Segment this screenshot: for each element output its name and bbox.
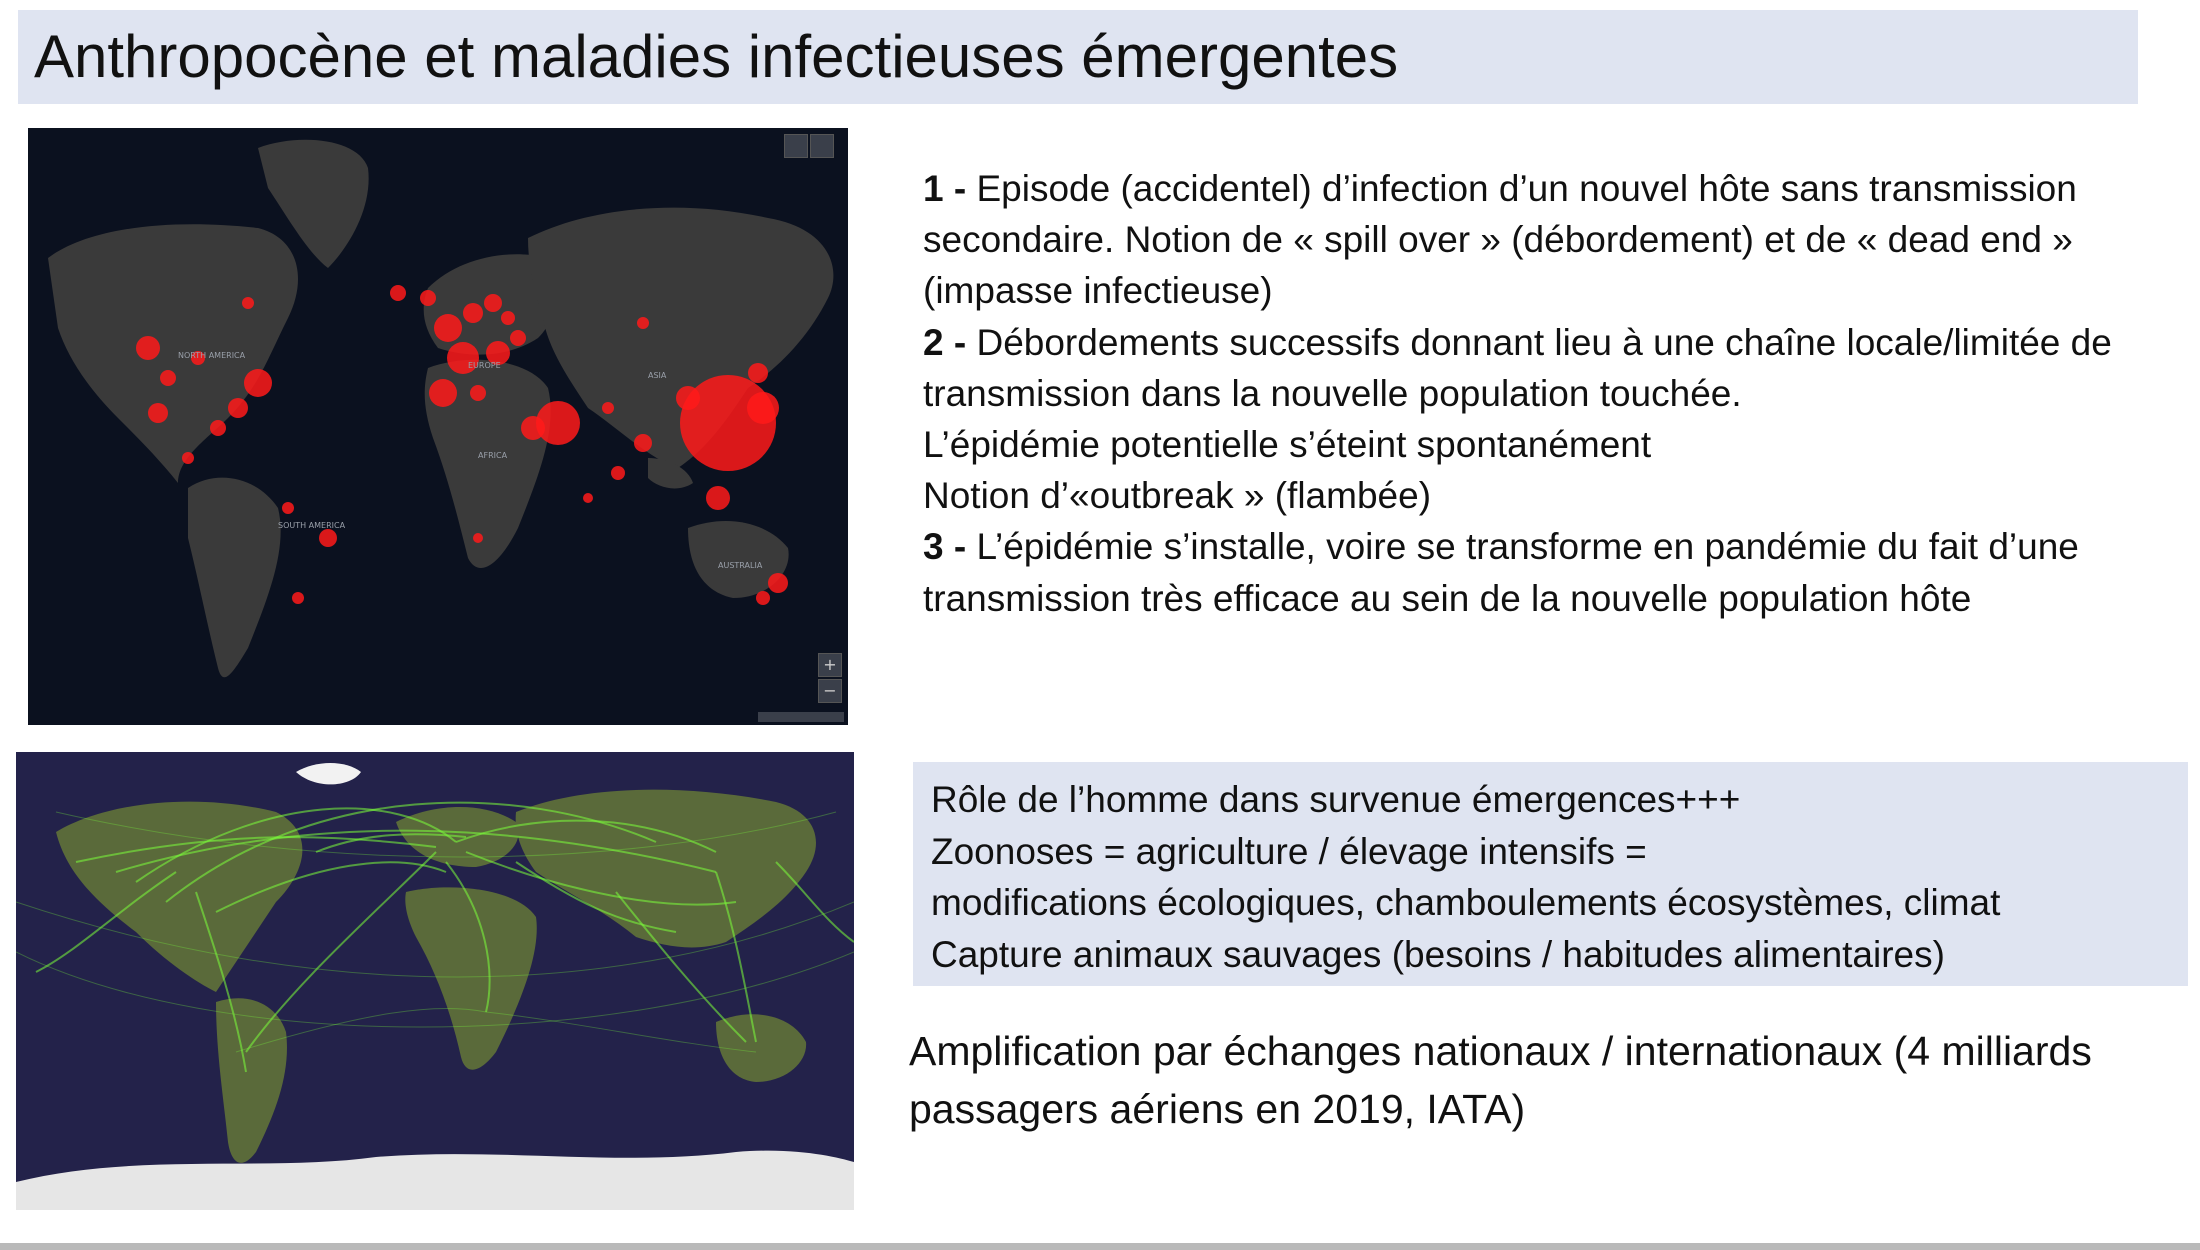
slide-title: Anthropocène et maladies infectieuses ém… [34, 23, 1399, 90]
world-map-dark-icon: NORTH AMERICA EUROPE ASIA AFRICA SOUTH A… [48, 139, 834, 678]
role-box: Rôle de l’homme dans survenue émergences… [913, 762, 2188, 986]
role-line-3: modifications écologiques, chamboulement… [931, 882, 2001, 923]
bottom-divider [0, 1243, 2200, 1250]
zoom-out-button[interactable]: − [818, 679, 842, 703]
step-3-text: L’épidémie s’installe, voire se transfor… [923, 526, 2079, 619]
step-1-text: Episode (accidentel) d’infection d’un no… [923, 168, 2077, 312]
flight-routes-map [16, 752, 854, 1210]
flight-routes-map-icon [16, 752, 854, 1210]
map-grid-icon[interactable] [810, 134, 834, 158]
step-2-note-2: Notion d’«outbreak » (flambée) [923, 475, 1432, 517]
step-2-note-1: L’épidémie potentielle s’éteint spontané… [923, 424, 1652, 466]
step-2-text: Débordements successifs donnant lieu à u… [923, 321, 2112, 414]
step-2: 2 - Débordements successifs donnant lieu… [923, 317, 2123, 419]
step-1: 1 - Episode (accidentel) d’infection d’u… [923, 163, 2123, 317]
label-north-america: NORTH AMERICA [178, 351, 246, 360]
step-3: 3 - L’épidémie s’installe, voire se tran… [923, 521, 2123, 623]
step-3-number: 3 - [923, 526, 967, 568]
map-layer-icon[interactable] [784, 134, 808, 158]
role-line-2: Zoonoses = agriculture / élevage intensi… [931, 830, 1647, 872]
role-text: Rôle de l’homme dans survenue émergences… [931, 774, 2000, 980]
step-1-number: 1 - [923, 168, 967, 209]
amplification-text: Amplification par échanges nationaux / i… [909, 1028, 2092, 1132]
label-australia: AUSTRALIA [718, 561, 763, 570]
role-line-4: Capture animaux sauvages (besoins / habi… [931, 933, 1945, 975]
covid-world-map: NORTH AMERICA EUROPE ASIA AFRICA SOUTH A… [28, 128, 848, 725]
label-south-america: SOUTH AMERICA [278, 521, 346, 530]
role-line-1: Rôle de l’homme dans survenue émergences… [931, 779, 1741, 820]
label-europe: EUROPE [468, 361, 501, 370]
label-asia: ASIA [648, 371, 667, 380]
zoom-in-button[interactable]: + [818, 653, 842, 677]
label-africa: AFRICA [478, 451, 508, 460]
title-bar: Anthropocène et maladies infectieuses ém… [18, 10, 2138, 104]
steps-list: 1 - Episode (accidentel) d’infection d’u… [923, 163, 2123, 624]
step-2-number: 2 - [923, 321, 967, 363]
map-attribution [758, 712, 844, 722]
